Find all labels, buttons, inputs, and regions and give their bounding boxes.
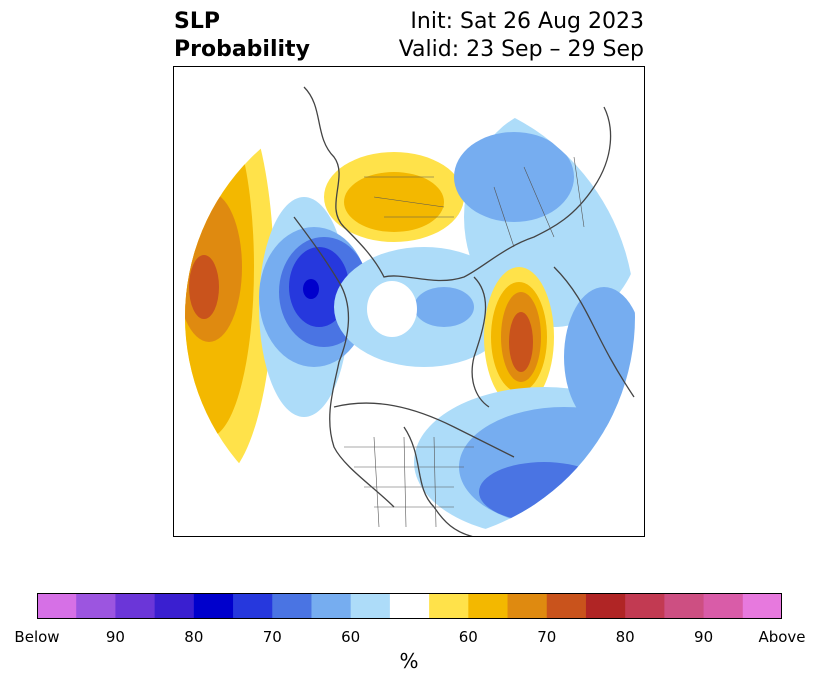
colorbar-tick-label: 80: [615, 628, 635, 646]
colorbar-swatch: [585, 593, 626, 619]
colorbar: [37, 593, 782, 619]
colorbar-tick-label: 60: [458, 628, 478, 646]
colorbar-tick-label: Below: [14, 628, 60, 646]
europe-below-60: [454, 132, 574, 222]
colorbar-swatch: [429, 593, 469, 619]
colorbar-swatch: [115, 593, 156, 619]
colorbar-unit: %: [399, 649, 419, 673]
map-title-dates: Init: Sat 26 Aug 2023 Valid: 23 Sep – 29…: [399, 8, 644, 64]
title-line-2: Probability: [174, 37, 310, 62]
colorbar-swatch: [76, 593, 116, 619]
colorbar-tick-label: 70: [537, 628, 557, 646]
init-date: Init: Sat 26 Aug 2023: [410, 9, 644, 34]
valid-range: Valid: 23 Sep – 29 Sep: [398, 37, 644, 62]
coastlines: [293, 86, 635, 536]
map-title-variable: SLP Probability: [174, 8, 310, 64]
polar-map-panel: [173, 66, 645, 537]
colorbar-swatch: [507, 593, 548, 619]
title-line-1: SLP: [174, 9, 220, 34]
colorbar-swatch: [546, 593, 587, 619]
colorbar-swatch: [272, 593, 312, 619]
colorbar-swatch: [625, 593, 665, 619]
colorbar-swatch: [468, 593, 509, 619]
colorbar-tick-label: 80: [184, 628, 204, 646]
colorbar-swatch: [37, 593, 77, 619]
colorbar-swatch: [742, 593, 782, 619]
arctic-below-60: [414, 287, 474, 327]
colorbar-swatch: [703, 593, 744, 619]
pole-neutral: [367, 281, 417, 337]
colorbar-swatch: [233, 593, 273, 619]
siberia-above-65: [344, 172, 444, 232]
atlantic-above-75: [509, 312, 533, 372]
political-borders: [344, 156, 585, 528]
alaska-below-75: [303, 279, 319, 299]
colorbar-swatch: [389, 593, 430, 619]
colorbar-tick-label: 70: [262, 628, 282, 646]
colorbar-swatch: [350, 593, 391, 619]
colorbar-tick-label: 90: [105, 628, 125, 646]
probability-map: [185, 86, 635, 536]
colorbar-swatch: [664, 593, 705, 619]
eurasia-below-60: [564, 287, 635, 427]
colorbar-swatch: [311, 593, 352, 619]
colorbar-swatch: [154, 593, 195, 619]
colorbar-swatch: [193, 593, 234, 619]
pacific-above-75: [189, 255, 219, 319]
colorbar-tick-label: 90: [694, 628, 714, 646]
colorbar-tick-label: Above: [758, 628, 806, 646]
colorbar-tick-label: 60: [341, 628, 361, 646]
midatlantic-below-65: [479, 462, 609, 522]
